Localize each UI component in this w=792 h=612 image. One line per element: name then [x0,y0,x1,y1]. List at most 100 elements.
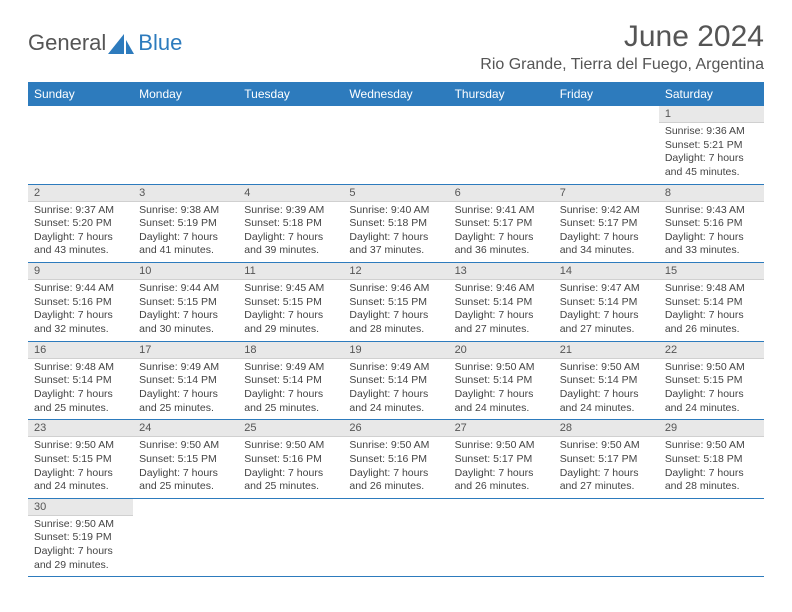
day-content: Sunrise: 9:50 AMSunset: 5:15 PMDaylight:… [133,437,238,498]
day-number: 14 [554,263,659,280]
day-content: Sunrise: 9:49 AMSunset: 5:14 PMDaylight:… [238,359,343,420]
day-content: Sunrise: 9:40 AMSunset: 5:18 PMDaylight:… [343,202,448,263]
location-text: Rio Grande, Tierra del Fuego, Argentina [480,56,764,74]
day-content: Sunrise: 9:50 AMSunset: 5:15 PMDaylight:… [659,359,764,420]
day-number: 10 [133,263,238,280]
day-number: 1 [659,106,764,123]
day-content: Sunrise: 9:50 AMSunset: 5:15 PMDaylight:… [28,437,133,498]
calendar-cell: 21Sunrise: 9:50 AMSunset: 5:14 PMDayligh… [554,341,659,420]
calendar-row: 30Sunrise: 9:50 AMSunset: 5:19 PMDayligh… [28,498,764,577]
calendar-cell: 17Sunrise: 9:49 AMSunset: 5:14 PMDayligh… [133,341,238,420]
calendar-cell: 25Sunrise: 9:50 AMSunset: 5:16 PMDayligh… [238,420,343,499]
day-number: 21 [554,342,659,359]
calendar-cell [554,498,659,577]
weekday-header: Tuesday [238,82,343,106]
calendar-cell: 23Sunrise: 9:50 AMSunset: 5:15 PMDayligh… [28,420,133,499]
day-content: Sunrise: 9:45 AMSunset: 5:15 PMDaylight:… [238,280,343,341]
day-content: Sunrise: 9:44 AMSunset: 5:15 PMDaylight:… [133,280,238,341]
day-number: 15 [659,263,764,280]
weekday-header: Monday [133,82,238,106]
weekday-row: SundayMondayTuesdayWednesdayThursdayFrid… [28,82,764,106]
day-content: Sunrise: 9:48 AMSunset: 5:14 PMDaylight:… [28,359,133,420]
calendar-cell: 22Sunrise: 9:50 AMSunset: 5:15 PMDayligh… [659,341,764,420]
calendar-cell: 11Sunrise: 9:45 AMSunset: 5:15 PMDayligh… [238,263,343,342]
day-number: 30 [28,499,133,516]
calendar-cell: 5Sunrise: 9:40 AMSunset: 5:18 PMDaylight… [343,184,448,263]
day-content: Sunrise: 9:41 AMSunset: 5:17 PMDaylight:… [449,202,554,263]
day-content: Sunrise: 9:39 AMSunset: 5:18 PMDaylight:… [238,202,343,263]
calendar-cell [28,106,133,184]
day-content: Sunrise: 9:50 AMSunset: 5:14 PMDaylight:… [449,359,554,420]
weekday-header: Saturday [659,82,764,106]
calendar-cell: 1Sunrise: 9:36 AMSunset: 5:21 PMDaylight… [659,106,764,184]
day-number: 17 [133,342,238,359]
calendar-cell: 4Sunrise: 9:39 AMSunset: 5:18 PMDaylight… [238,184,343,263]
day-number: 18 [238,342,343,359]
day-number: 27 [449,420,554,437]
calendar-cell [449,498,554,577]
day-number: 4 [238,185,343,202]
month-title: June 2024 [480,20,764,54]
calendar-cell: 24Sunrise: 9:50 AMSunset: 5:15 PMDayligh… [133,420,238,499]
calendar-cell: 14Sunrise: 9:47 AMSunset: 5:14 PMDayligh… [554,263,659,342]
day-number: 2 [28,185,133,202]
calendar-cell: 16Sunrise: 9:48 AMSunset: 5:14 PMDayligh… [28,341,133,420]
day-number: 22 [659,342,764,359]
day-content: Sunrise: 9:50 AMSunset: 5:17 PMDaylight:… [554,437,659,498]
day-number: 26 [343,420,448,437]
day-number: 7 [554,185,659,202]
day-number: 12 [343,263,448,280]
calendar-cell: 28Sunrise: 9:50 AMSunset: 5:17 PMDayligh… [554,420,659,499]
day-content: Sunrise: 9:50 AMSunset: 5:16 PMDaylight:… [238,437,343,498]
calendar-cell: 7Sunrise: 9:42 AMSunset: 5:17 PMDaylight… [554,184,659,263]
day-number: 5 [343,185,448,202]
day-number: 16 [28,342,133,359]
day-number: 9 [28,263,133,280]
calendar-row: 9Sunrise: 9:44 AMSunset: 5:16 PMDaylight… [28,263,764,342]
calendar-cell: 29Sunrise: 9:50 AMSunset: 5:18 PMDayligh… [659,420,764,499]
calendar-cell [238,106,343,184]
calendar-cell: 8Sunrise: 9:43 AMSunset: 5:16 PMDaylight… [659,184,764,263]
day-number: 8 [659,185,764,202]
weekday-header: Wednesday [343,82,448,106]
calendar-cell [133,106,238,184]
calendar-cell [554,106,659,184]
calendar-cell: 13Sunrise: 9:46 AMSunset: 5:14 PMDayligh… [449,263,554,342]
day-content: Sunrise: 9:46 AMSunset: 5:14 PMDaylight:… [449,280,554,341]
calendar-cell: 20Sunrise: 9:50 AMSunset: 5:14 PMDayligh… [449,341,554,420]
logo-text-2: Blue [138,30,182,56]
day-content: Sunrise: 9:47 AMSunset: 5:14 PMDaylight:… [554,280,659,341]
day-content: Sunrise: 9:38 AMSunset: 5:19 PMDaylight:… [133,202,238,263]
day-number: 19 [343,342,448,359]
logo: General Blue [28,20,182,56]
day-content: Sunrise: 9:43 AMSunset: 5:16 PMDaylight:… [659,202,764,263]
day-number: 23 [28,420,133,437]
calendar-cell: 26Sunrise: 9:50 AMSunset: 5:16 PMDayligh… [343,420,448,499]
calendar-page: General Blue June 2024 Rio Grande, Tierr… [0,0,792,597]
calendar-cell: 15Sunrise: 9:48 AMSunset: 5:14 PMDayligh… [659,263,764,342]
weekday-header: Sunday [28,82,133,106]
calendar-row: 2Sunrise: 9:37 AMSunset: 5:20 PMDaylight… [28,184,764,263]
calendar-cell: 12Sunrise: 9:46 AMSunset: 5:15 PMDayligh… [343,263,448,342]
calendar-cell: 9Sunrise: 9:44 AMSunset: 5:16 PMDaylight… [28,263,133,342]
day-number: 25 [238,420,343,437]
day-content: Sunrise: 9:46 AMSunset: 5:15 PMDaylight:… [343,280,448,341]
day-number: 3 [133,185,238,202]
day-content: Sunrise: 9:50 AMSunset: 5:14 PMDaylight:… [554,359,659,420]
day-number: 24 [133,420,238,437]
day-content: Sunrise: 9:42 AMSunset: 5:17 PMDaylight:… [554,202,659,263]
calendar-head: SundayMondayTuesdayWednesdayThursdayFrid… [28,82,764,106]
weekday-header: Friday [554,82,659,106]
calendar-cell: 6Sunrise: 9:41 AMSunset: 5:17 PMDaylight… [449,184,554,263]
calendar-row: 23Sunrise: 9:50 AMSunset: 5:15 PMDayligh… [28,420,764,499]
calendar-row: 1Sunrise: 9:36 AMSunset: 5:21 PMDaylight… [28,106,764,184]
calendar-row: 16Sunrise: 9:48 AMSunset: 5:14 PMDayligh… [28,341,764,420]
calendar-cell [659,498,764,577]
calendar-cell: 27Sunrise: 9:50 AMSunset: 5:17 PMDayligh… [449,420,554,499]
day-content: Sunrise: 9:49 AMSunset: 5:14 PMDaylight:… [133,359,238,420]
day-content: Sunrise: 9:50 AMSunset: 5:16 PMDaylight:… [343,437,448,498]
day-content: Sunrise: 9:44 AMSunset: 5:16 PMDaylight:… [28,280,133,341]
day-number: 13 [449,263,554,280]
day-content: Sunrise: 9:49 AMSunset: 5:14 PMDaylight:… [343,359,448,420]
calendar-table: SundayMondayTuesdayWednesdayThursdayFrid… [28,82,764,577]
